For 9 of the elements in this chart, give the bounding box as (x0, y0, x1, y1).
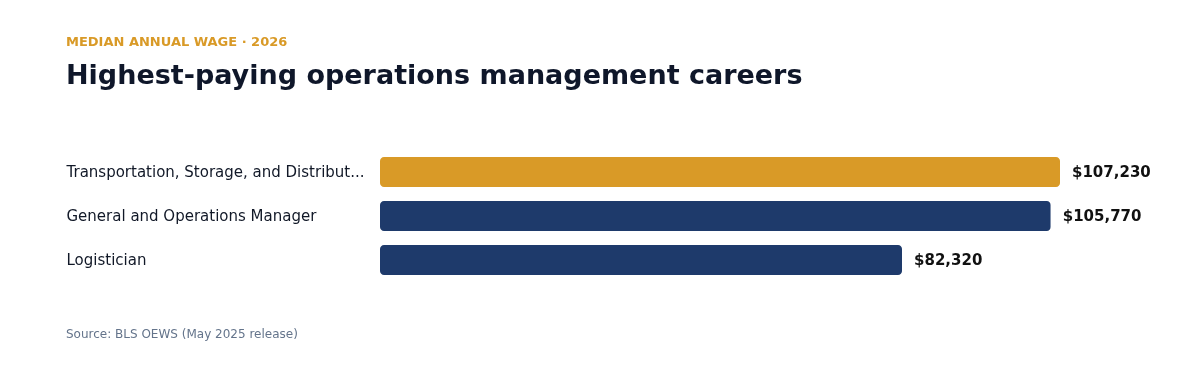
data-label: $107,230 (1072, 163, 1151, 181)
chart-title: Highest-paying operations management careers (66, 59, 803, 90)
text: MEDIAN ANNUAL WAGE · 2026 (66, 34, 288, 49)
y-tick-label: Transportation, Storage, and Distribut... (65, 163, 365, 181)
source-note: Source: BLS OEWS (May 2025 release) (66, 327, 298, 341)
y-tick-label: Logistician (66, 251, 147, 269)
data-label: $105,770 (1062, 207, 1142, 225)
y-tick-label: General and Operations Manager (66, 207, 318, 225)
data-label: $82,320 (914, 251, 983, 269)
